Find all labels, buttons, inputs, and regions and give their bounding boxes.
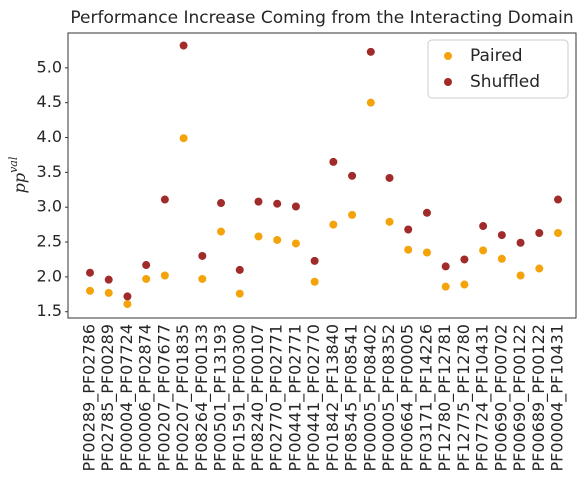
point <box>554 228 562 237</box>
y-label-base: pp <box>10 173 29 193</box>
point <box>460 255 469 264</box>
point <box>86 286 94 295</box>
x-tick-label: PF00207_PF01835 <box>173 324 193 472</box>
point <box>479 246 488 255</box>
x-tick-label: PF00689_PF00122 <box>529 324 549 472</box>
point <box>198 251 207 260</box>
x-tick-label: PF00004_PF10431 <box>548 324 568 472</box>
y-tick-label: 2.5 <box>37 232 62 251</box>
point <box>198 274 207 283</box>
point <box>497 231 506 240</box>
x-tick-label: PF00005_PF08402 <box>360 324 380 472</box>
x-tick-label: PF01842_PF13840 <box>323 324 343 472</box>
x-tick-label: PF00664_PF00005 <box>398 324 418 472</box>
point <box>385 217 394 226</box>
point <box>516 271 525 280</box>
y-label-sup: val <box>7 156 20 173</box>
x-tick-label: PF03171_PF14226 <box>416 324 436 472</box>
x-tick-label: PF00289_PF02786 <box>80 324 100 472</box>
point <box>441 282 450 291</box>
y-tick-label: 3.0 <box>37 197 62 216</box>
point <box>291 239 300 248</box>
x-tick-label: PF00006_PF02874 <box>136 324 156 472</box>
point <box>179 41 188 50</box>
x-tick-label: PF00004_PF07724 <box>117 324 137 472</box>
point <box>123 292 132 301</box>
x-tick-label: PF00441_PF02771 <box>285 324 305 472</box>
point <box>123 300 132 309</box>
point <box>142 274 151 283</box>
point <box>273 235 282 244</box>
x-tick-label: PF00690_PF00122 <box>510 324 530 472</box>
x-tick-label: PF08240_PF00107 <box>248 324 268 472</box>
x-tick-label: PF02770_PF02771 <box>267 324 287 472</box>
y-tick-label: 5.0 <box>37 57 62 76</box>
plot-frame <box>67 32 577 319</box>
point <box>310 277 319 286</box>
x-tick-label: PF00441_PF02770 <box>304 324 324 472</box>
point <box>329 157 338 166</box>
x-tick-label: PF08545_PF08541 <box>342 324 362 472</box>
point <box>160 195 169 204</box>
point <box>441 262 450 271</box>
y-tick-label: 1.5 <box>37 301 62 320</box>
point <box>554 195 562 204</box>
x-tick-label: PF12775_PF12780 <box>454 324 474 472</box>
point <box>104 288 113 297</box>
legend-label: Paired <box>470 46 523 66</box>
point <box>142 261 151 270</box>
x-tick-label: PF00005_PF08352 <box>379 324 399 472</box>
point <box>273 199 282 208</box>
legend-label: Shuffled <box>470 72 540 92</box>
legend-marker <box>444 78 452 86</box>
point <box>86 268 94 277</box>
x-tick-label: PF08264_PF00133 <box>192 324 212 472</box>
point <box>310 256 319 265</box>
point <box>329 220 338 229</box>
point <box>422 208 431 217</box>
point <box>422 248 431 257</box>
point <box>460 280 469 289</box>
point <box>217 199 226 208</box>
x-tick-label: PF01591_PF00300 <box>229 324 249 472</box>
point <box>479 222 488 231</box>
point <box>497 254 506 263</box>
x-tick-label: PF00501_PF13193 <box>211 324 231 472</box>
x-tick-label: PF12780_PF12781 <box>435 324 455 472</box>
point <box>160 271 169 280</box>
point <box>385 173 394 182</box>
legend-marker <box>444 52 452 60</box>
y-tick-label: 4.0 <box>37 127 62 146</box>
x-tick-label: PF00207_PF07677 <box>154 324 174 472</box>
x-tick-label: PF00690_PF00702 <box>491 324 511 472</box>
legend-box <box>427 39 569 99</box>
point <box>217 227 226 236</box>
y-tick-label: 3.5 <box>37 162 62 181</box>
point <box>254 232 263 241</box>
point <box>535 228 544 237</box>
y-tick-label: 4.5 <box>37 92 62 111</box>
point <box>516 238 525 247</box>
point <box>104 275 113 284</box>
x-tick-label: PF07724_PF10431 <box>473 324 493 472</box>
point <box>404 225 413 234</box>
point <box>235 265 244 274</box>
x-tick-label: PF02785_PF00289 <box>98 324 118 472</box>
point <box>291 202 300 211</box>
y-axis-label: ppval <box>7 156 29 193</box>
chart-title: Performance Increase Coming from the Int… <box>70 8 573 28</box>
point <box>535 264 544 273</box>
point <box>404 245 413 254</box>
point <box>348 210 357 219</box>
y-tick-label: 2.0 <box>37 266 62 285</box>
point <box>348 171 357 180</box>
point <box>235 289 244 298</box>
point <box>179 134 188 143</box>
point <box>366 98 375 107</box>
point <box>254 197 263 206</box>
point <box>366 47 375 56</box>
